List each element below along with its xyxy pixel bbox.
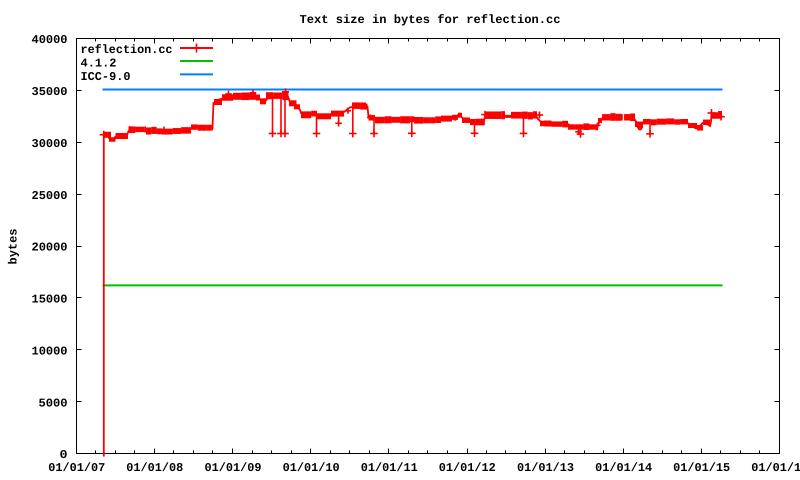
svg-text:35000: 35000 [32,85,68,99]
svg-text:Text size in bytes for reflect: Text size in bytes for reflection.cc [300,13,561,27]
svg-text:01/01/09: 01/01/09 [205,461,262,475]
svg-text:reflection.cc: reflection.cc [81,43,173,57]
svg-text:bytes: bytes [7,229,21,265]
svg-text:20000: 20000 [32,241,68,255]
svg-text:01/01/11: 01/01/11 [361,461,418,475]
svg-text:15000: 15000 [32,293,68,307]
svg-text:4.1.2: 4.1.2 [81,56,117,70]
svg-text:01/01/10: 01/01/10 [283,461,340,475]
svg-text:01/01/07: 01/01/07 [48,461,105,475]
svg-text:10000: 10000 [32,344,68,358]
svg-text:40000: 40000 [32,33,68,47]
svg-text:01/01/16: 01/01/16 [751,461,800,475]
svg-text:ICC-9.0: ICC-9.0 [81,70,131,84]
svg-text:5000: 5000 [39,396,68,410]
svg-text:01/01/14: 01/01/14 [595,461,652,475]
svg-text:01/01/15: 01/01/15 [673,461,730,475]
svg-text:0: 0 [60,448,68,462]
svg-text:30000: 30000 [32,137,68,151]
svg-text:25000: 25000 [32,189,68,203]
svg-text:01/01/12: 01/01/12 [439,461,496,475]
svg-text:01/01/13: 01/01/13 [517,461,574,475]
svg-text:01/01/08: 01/01/08 [126,461,183,475]
